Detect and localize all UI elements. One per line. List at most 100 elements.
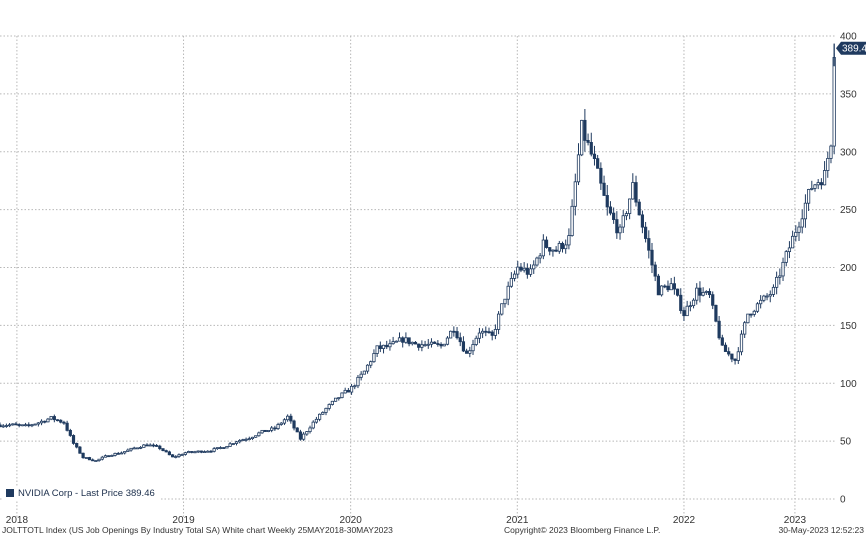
candle-body <box>752 310 756 315</box>
candle-body <box>819 182 823 186</box>
candle-body <box>608 206 613 214</box>
candle-body <box>688 305 692 308</box>
y-tick-label: 250 <box>840 205 857 216</box>
candle-body <box>784 251 788 263</box>
candle-body <box>496 313 501 330</box>
candle-body <box>167 451 171 456</box>
candle-body <box>11 423 15 426</box>
candle-body <box>557 242 561 252</box>
candle-body <box>765 295 769 298</box>
candle-body <box>717 320 721 339</box>
candle-body <box>800 218 804 228</box>
candle-body <box>659 285 664 296</box>
candle-body <box>624 213 629 217</box>
candle-body <box>775 276 779 288</box>
candle-body <box>826 158 830 171</box>
candle-body <box>1 425 5 428</box>
candle-body <box>653 264 657 277</box>
candle-body <box>525 267 529 275</box>
candle-body <box>359 373 363 378</box>
last-price-tag-shape <box>836 41 866 55</box>
candle-body <box>417 343 421 348</box>
candle-body <box>743 322 747 335</box>
candle-body <box>682 310 686 317</box>
candle-body <box>439 343 443 347</box>
candle-body <box>228 443 232 447</box>
candle-body <box>49 416 53 420</box>
candle-body <box>397 337 402 342</box>
candle-body <box>599 167 603 184</box>
candle-body <box>103 455 108 458</box>
y-tick-label: 400 <box>840 32 857 43</box>
candle-body <box>807 189 811 204</box>
legend-last-price: 389.46 <box>125 487 155 499</box>
candle-body <box>91 459 95 462</box>
candle-body <box>669 283 673 291</box>
candle-body <box>381 344 386 349</box>
candle-body <box>206 450 210 453</box>
candle-body <box>631 182 635 200</box>
candle-body <box>71 435 76 444</box>
candle-body <box>218 447 223 449</box>
legend-swatch <box>6 489 14 497</box>
candle-body <box>158 445 162 450</box>
candle-body <box>602 182 606 196</box>
candle-body <box>570 205 574 236</box>
candle-body <box>46 418 50 423</box>
candle-body <box>560 242 565 250</box>
candle-body <box>340 392 344 399</box>
candle-body <box>739 333 744 353</box>
candle-body <box>78 446 82 454</box>
candle-body <box>164 450 168 453</box>
candle-body <box>52 416 56 421</box>
candle-body <box>720 337 724 346</box>
candle-body <box>20 424 24 427</box>
candle-body <box>110 455 114 457</box>
candle-body <box>241 439 245 442</box>
y-tick-label: 150 <box>840 321 857 332</box>
candle-body <box>231 443 235 445</box>
candle-body <box>532 264 536 270</box>
candle-body <box>55 419 60 422</box>
candle-body <box>528 268 533 275</box>
candle-body <box>519 266 523 271</box>
candle-body <box>698 287 702 296</box>
candle-body <box>123 451 127 454</box>
candle-body <box>324 407 328 413</box>
candle-body <box>433 341 437 344</box>
candle-body <box>135 447 140 450</box>
candle-body <box>372 353 376 363</box>
candle-body <box>27 424 31 427</box>
candle-body <box>487 331 491 334</box>
candle-body <box>413 341 418 345</box>
candle-body <box>199 450 203 453</box>
candle-body <box>257 432 261 437</box>
candle-body <box>672 283 676 290</box>
x-tick-label: 2023 <box>784 515 807 526</box>
candle-body <box>628 198 632 214</box>
candle-body <box>308 427 312 433</box>
candle-body <box>238 440 242 443</box>
candle-body <box>701 292 705 296</box>
candle-body <box>618 226 622 234</box>
y-tick-label: 0 <box>840 495 846 506</box>
candle-body <box>142 444 146 448</box>
candle-body <box>43 420 47 423</box>
legend-series-name: NVIDIA Corp - Last Price <box>18 487 124 499</box>
candle-body <box>266 429 271 432</box>
candle-body <box>468 350 472 354</box>
candle-body <box>474 337 478 345</box>
candle-body <box>723 344 728 352</box>
candle-body <box>605 195 609 208</box>
candle-body <box>548 247 552 252</box>
candle-body <box>151 444 156 447</box>
candle-body <box>30 424 34 427</box>
candle-body <box>222 447 226 449</box>
last-price-tag: 389.46 <box>836 41 866 55</box>
candle-body <box>174 456 178 458</box>
candle-body <box>640 214 645 228</box>
candles <box>0 43 836 462</box>
y-tick-label: 100 <box>840 379 857 390</box>
candle-body <box>362 370 366 375</box>
candle-body <box>541 239 545 257</box>
